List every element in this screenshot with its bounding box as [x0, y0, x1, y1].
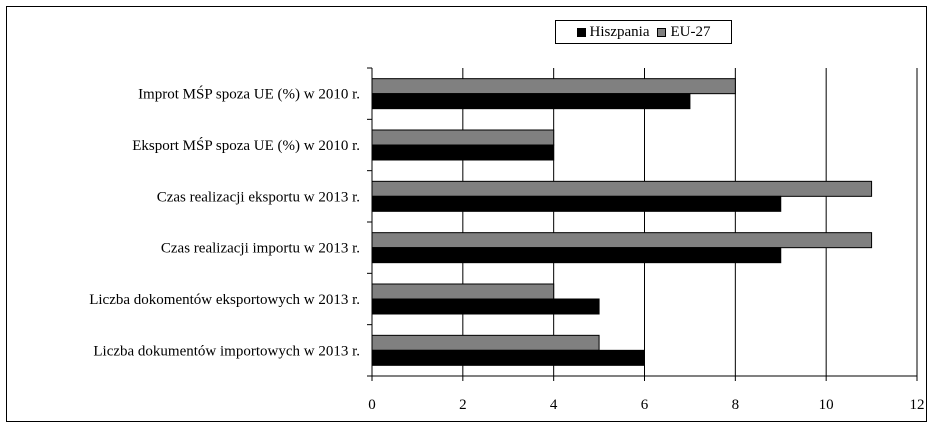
category-label-2: Czas realizacji eksportu w 2013 r. — [157, 189, 360, 205]
x-tick-label-6: 6 — [641, 397, 649, 413]
x-tick-label-8: 8 — [732, 397, 740, 413]
bar-eu27-3 — [371, 232, 873, 249]
bar-hiszpania-5 — [371, 349, 645, 366]
bar-eu27-0 — [371, 78, 736, 95]
bar-eu27-2 — [371, 180, 873, 197]
bar-hiszpania-0 — [371, 93, 691, 110]
bar-hiszpania-4 — [371, 298, 600, 315]
x-tick-label-4: 4 — [550, 397, 558, 413]
category-label-3: Czas realizacji importu w 2013 r. — [161, 241, 360, 257]
legend-item-hiszpania: Hiszpania — [576, 23, 650, 41]
category-label-0: Improt MŚP spoza UE (%) w 2010 r. — [138, 86, 360, 103]
x-tick-label-0: 0 — [368, 397, 376, 413]
x-tick-label-2: 2 — [459, 397, 467, 413]
x-tick-label-10: 10 — [819, 397, 834, 413]
category-label-5: Liczba dokumentów importowych w 2013 r. — [93, 343, 360, 359]
legend: Hiszpania EU-27 — [555, 20, 732, 44]
x-tick-label-12: 12 — [910, 397, 925, 413]
category-label-4: Liczba dokomentów eksportowych w 2013 r. — [89, 292, 360, 308]
bar-hiszpania-3 — [371, 247, 782, 264]
legend-label-eu27: EU-27 — [670, 23, 711, 40]
bar-eu27-5 — [371, 334, 600, 351]
bar-eu27-1 — [371, 129, 555, 146]
legend-label-hiszpania: Hiszpania — [589, 23, 650, 40]
category-label-1: Eksport MŚP spoza UE (%) w 2010 r. — [132, 137, 360, 154]
bar-eu27-4 — [371, 283, 555, 300]
bar-hiszpania-1 — [371, 144, 555, 161]
legend-swatch-hiszpania — [576, 27, 586, 37]
legend-swatch-eu27 — [657, 27, 667, 37]
legend-item-eu27: EU-27 — [657, 24, 710, 41]
bar-hiszpania-2 — [371, 195, 782, 212]
